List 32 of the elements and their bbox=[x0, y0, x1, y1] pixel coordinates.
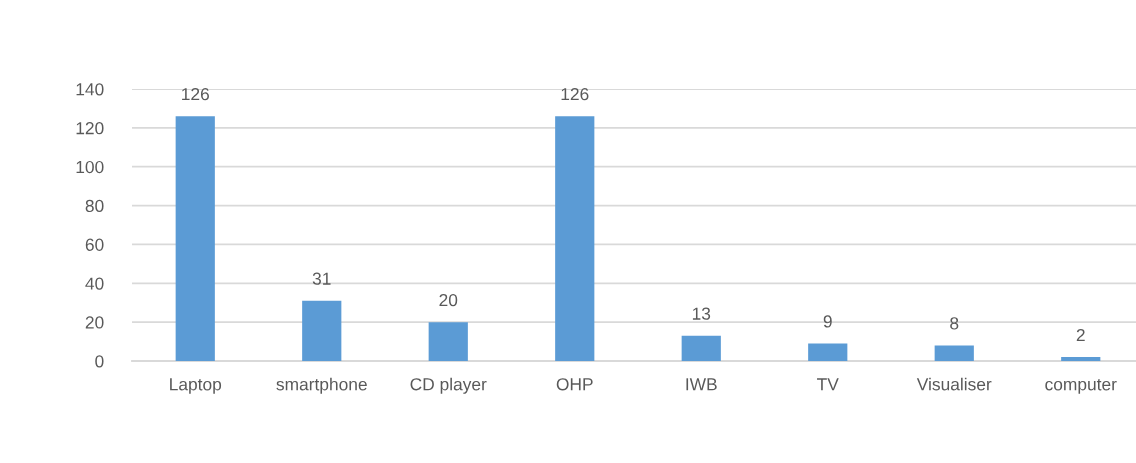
x-tick-label: OHP bbox=[556, 378, 593, 391]
data-label: 126 bbox=[182, 87, 209, 101]
data-label: 13 bbox=[692, 307, 711, 320]
y-tick-label: 140 bbox=[76, 83, 104, 96]
x-tick-label: computer bbox=[1045, 379, 1117, 394]
x-tick-label: Laptop bbox=[170, 378, 222, 394]
y-tick-label: 120 bbox=[76, 122, 104, 135]
y-tick-label: 0 bbox=[95, 355, 104, 368]
data-label: 8 bbox=[950, 317, 959, 330]
y-tick-label: 60 bbox=[85, 238, 104, 251]
data-label: 2 bbox=[1076, 328, 1085, 342]
data-label: 20 bbox=[439, 293, 458, 307]
y-tick-label: 40 bbox=[85, 277, 104, 290]
bar bbox=[681, 335, 721, 361]
x-tick-label: smartphone bbox=[276, 377, 367, 394]
data-label: 126 bbox=[561, 87, 589, 101]
data-label: 31 bbox=[312, 272, 331, 285]
bar bbox=[555, 116, 595, 361]
y-tick-label: 20 bbox=[85, 316, 104, 329]
x-tick-label: Visualiser bbox=[916, 377, 992, 391]
bar bbox=[934, 345, 974, 361]
bar bbox=[808, 343, 848, 361]
x-tick-label: CD player bbox=[410, 377, 487, 394]
bar bbox=[1061, 357, 1101, 361]
x-tick-label: IWB bbox=[686, 378, 717, 391]
data-label: 9 bbox=[823, 315, 832, 328]
bar bbox=[175, 116, 215, 361]
x-tick-label: TV bbox=[817, 378, 839, 391]
y-tick-label: 80 bbox=[85, 199, 104, 213]
bar bbox=[428, 322, 468, 361]
y-tick-label: 100 bbox=[76, 160, 104, 174]
bar bbox=[302, 300, 342, 361]
